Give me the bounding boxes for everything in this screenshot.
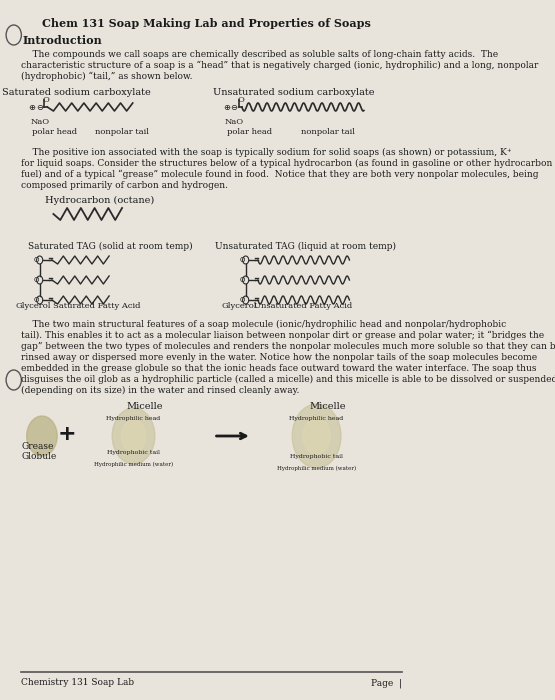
Text: O: O bbox=[33, 257, 38, 263]
Text: ⊖: ⊖ bbox=[231, 104, 238, 113]
Text: Glycerol: Glycerol bbox=[16, 302, 51, 310]
Text: NaO: NaO bbox=[31, 118, 49, 126]
Text: (depending on its size) in the water and rinsed cleanly away.: (depending on its size) in the water and… bbox=[21, 386, 300, 395]
Text: tail). This enables it to act as a molecular liaison between nonpolar dirt or gr: tail). This enables it to act as a molec… bbox=[21, 331, 544, 340]
Text: Hydrophilic medium (water): Hydrophilic medium (water) bbox=[277, 466, 356, 471]
Text: embedded in the grease globule so that the ionic heads face outward toward the w: embedded in the grease globule so that t… bbox=[21, 364, 537, 373]
Circle shape bbox=[122, 420, 146, 452]
Text: Micelle: Micelle bbox=[310, 402, 346, 411]
Text: The compounds we call soaps are chemically described as soluble salts of long-ch: The compounds we call soaps are chemical… bbox=[21, 50, 498, 59]
Text: The positive ion associated with the soap is typically sodium for solid soaps (a: The positive ion associated with the soa… bbox=[21, 148, 512, 157]
Text: Hydrophilic head: Hydrophilic head bbox=[290, 416, 344, 421]
Text: disguises the oil glob as a hydrophilic particle (called a micelle) and this mic: disguises the oil glob as a hydrophilic … bbox=[21, 375, 555, 384]
Text: polar head: polar head bbox=[226, 128, 272, 136]
Text: polar head: polar head bbox=[32, 128, 77, 136]
Circle shape bbox=[303, 418, 330, 454]
Text: Hydrocarbon (octane): Hydrocarbon (octane) bbox=[44, 196, 154, 205]
Text: Chem 131 Soap Making Lab and Properties of Soaps: Chem 131 Soap Making Lab and Properties … bbox=[42, 18, 371, 29]
Text: Page  |: Page | bbox=[371, 678, 402, 687]
Text: The two main structural features of a soap molecule (ionic/hydrophilic head and : The two main structural features of a so… bbox=[21, 320, 507, 329]
Text: Unsaturated sodium carboxylate: Unsaturated sodium carboxylate bbox=[213, 88, 375, 97]
Text: Saturated sodium carboxylate: Saturated sodium carboxylate bbox=[2, 88, 150, 97]
Circle shape bbox=[292, 404, 341, 468]
Text: O: O bbox=[33, 297, 38, 303]
Text: Hydrophobic tail: Hydrophobic tail bbox=[290, 454, 343, 459]
Text: ⊕: ⊕ bbox=[28, 104, 36, 113]
Text: O: O bbox=[43, 96, 49, 104]
Text: Hydrophobic tail: Hydrophobic tail bbox=[107, 450, 160, 455]
Text: Grease
Globule: Grease Globule bbox=[21, 442, 57, 461]
Text: Unsaturated Fatty Acid: Unsaturated Fatty Acid bbox=[254, 302, 352, 310]
Text: Micelle: Micelle bbox=[127, 402, 163, 411]
Text: +: + bbox=[58, 424, 77, 444]
Text: Introduction: Introduction bbox=[23, 35, 103, 46]
Text: O: O bbox=[33, 277, 38, 283]
Text: Chemistry 131 Soap Lab: Chemistry 131 Soap Lab bbox=[21, 678, 134, 687]
Text: O: O bbox=[239, 257, 245, 263]
Text: O: O bbox=[239, 277, 245, 283]
Text: Hydrophilic head: Hydrophilic head bbox=[107, 416, 160, 421]
Text: O: O bbox=[239, 297, 245, 303]
Text: Unsaturated TAG (liquid at room temp): Unsaturated TAG (liquid at room temp) bbox=[215, 242, 396, 251]
Text: (hydrophobic) “tail,” as shown below.: (hydrophobic) “tail,” as shown below. bbox=[21, 72, 193, 81]
Text: NaO: NaO bbox=[225, 118, 244, 126]
Text: ⊖: ⊖ bbox=[36, 104, 43, 113]
Circle shape bbox=[27, 416, 57, 456]
Text: for liquid soaps. Consider the structures below of a typical hydrocarbon (as fou: for liquid soaps. Consider the structure… bbox=[21, 159, 553, 168]
Text: Hydrophilic medium (water): Hydrophilic medium (water) bbox=[94, 462, 173, 468]
Text: fuel) and of a typical “grease” molecule found in food.  Notice that they are bo: fuel) and of a typical “grease” molecule… bbox=[21, 170, 539, 179]
Text: rinsed away or dispersed more evenly in the water. Notice how the nonpolar tails: rinsed away or dispersed more evenly in … bbox=[21, 353, 537, 362]
Text: ⊕: ⊕ bbox=[223, 104, 230, 113]
Text: nonpolar tail: nonpolar tail bbox=[301, 128, 355, 136]
Text: Saturated TAG (solid at room temp): Saturated TAG (solid at room temp) bbox=[28, 242, 193, 251]
Text: Glycerol: Glycerol bbox=[222, 302, 258, 310]
Text: characteristic structure of a soap is a “head” that is negatively charged (ionic: characteristic structure of a soap is a … bbox=[21, 61, 539, 70]
Text: gap” between the two types of molecules and renders the nonpolar molecules much : gap” between the two types of molecules … bbox=[21, 342, 555, 351]
Text: composed primarily of carbon and hydrogen.: composed primarily of carbon and hydroge… bbox=[21, 181, 228, 190]
Circle shape bbox=[112, 408, 155, 464]
Text: O: O bbox=[238, 96, 244, 104]
Text: Saturated Fatty Acid: Saturated Fatty Acid bbox=[53, 302, 140, 310]
Text: nonpolar tail: nonpolar tail bbox=[95, 128, 149, 136]
